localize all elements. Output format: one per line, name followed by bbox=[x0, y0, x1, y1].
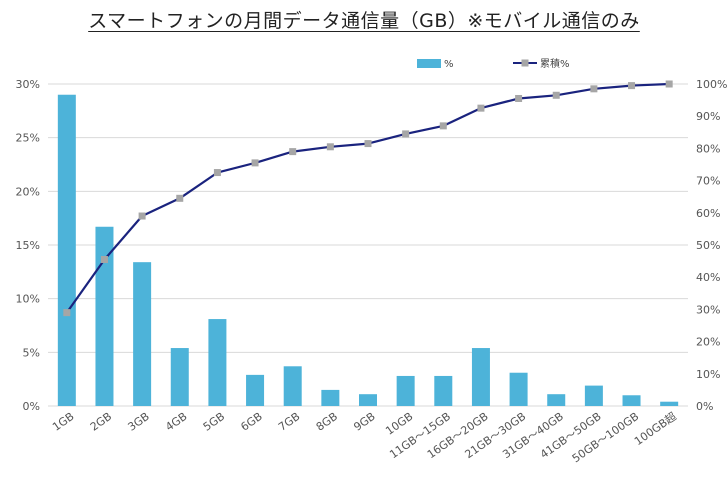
category-label: 5GB bbox=[201, 410, 227, 434]
bar-series bbox=[57, 94, 679, 406]
bar bbox=[208, 319, 227, 406]
right-axis-tick-label: 0% bbox=[696, 400, 713, 413]
bar bbox=[471, 348, 490, 406]
bar bbox=[321, 389, 340, 406]
bar bbox=[170, 348, 189, 406]
bar bbox=[547, 394, 566, 406]
legend: % 累積% bbox=[417, 57, 570, 70]
line-point bbox=[477, 104, 485, 112]
category-label: 4GB bbox=[163, 410, 189, 434]
line-point bbox=[439, 122, 447, 130]
line-point bbox=[176, 194, 184, 202]
right-axis-tick-label: 10% bbox=[696, 368, 720, 381]
line-point bbox=[100, 255, 108, 263]
category-label: 2GB bbox=[88, 410, 114, 434]
right-axis-tick-label: 50% bbox=[696, 239, 720, 252]
right-axis-tick-label: 100% bbox=[696, 78, 727, 91]
category-label: 100GB超 bbox=[631, 409, 678, 448]
left-axis-tick-label: 25% bbox=[16, 132, 40, 145]
right-axis-tick-label: 80% bbox=[696, 142, 720, 155]
left-axis-tick-label: 20% bbox=[16, 185, 40, 198]
category-label: 50GB～100GB bbox=[570, 410, 641, 465]
bar bbox=[57, 94, 76, 406]
bar bbox=[95, 226, 114, 406]
line-point bbox=[628, 82, 636, 90]
line-point bbox=[552, 91, 560, 99]
cumulative-line bbox=[65, 82, 670, 314]
line-point bbox=[213, 169, 221, 177]
line-point bbox=[251, 159, 259, 167]
right-axis-tick-label: 90% bbox=[696, 110, 720, 123]
left-axis-tick-label: 30% bbox=[16, 78, 40, 91]
category-label: 1GB bbox=[50, 410, 76, 434]
chart-title: スマートフォンの月間データ通信量（GB）※モバイル通信のみ bbox=[88, 10, 640, 32]
bar bbox=[246, 374, 265, 406]
right-axis-tick-label: 20% bbox=[696, 336, 720, 349]
bar bbox=[660, 401, 679, 406]
bar bbox=[396, 375, 415, 406]
left-axis-tick-label: 10% bbox=[16, 293, 40, 306]
line-point bbox=[364, 140, 372, 148]
right-axis-tick-label: 70% bbox=[696, 175, 720, 188]
line-point bbox=[665, 80, 673, 88]
left-axis-ticks: 0% 5% 10% 15% 20% 25% 30% bbox=[16, 78, 40, 413]
right-axis-tick-label: 60% bbox=[696, 207, 720, 220]
category-label: 7GB bbox=[276, 410, 302, 434]
bar bbox=[283, 366, 302, 406]
line-point bbox=[326, 143, 334, 151]
right-axis-ticks: 0% 10% 20% 30% 40% 50% 60% 70% 80% 90% 100% bbox=[696, 78, 727, 413]
cumulative-line-series bbox=[63, 80, 673, 317]
left-axis-tick-label: 0% bbox=[23, 400, 40, 413]
bar bbox=[584, 385, 603, 406]
left-axis-tick-label: 15% bbox=[16, 239, 40, 252]
bar bbox=[434, 375, 453, 406]
line-point bbox=[402, 130, 410, 138]
bar bbox=[509, 372, 528, 406]
bar bbox=[622, 395, 641, 406]
category-label: 8GB bbox=[314, 410, 340, 434]
legend-label-bar: % bbox=[444, 59, 454, 70]
line-point bbox=[289, 148, 297, 156]
line-point bbox=[590, 85, 598, 93]
right-axis-tick-label: 40% bbox=[696, 271, 720, 284]
category-label: 9GB bbox=[351, 410, 377, 434]
bar bbox=[133, 262, 152, 406]
category-label: 3GB bbox=[125, 410, 151, 434]
category-axis-labels: 1GB 2GB 3GB 4GB 5GB 6GB 7GB 8GB 9GB 10GB11GB～15GB… bbox=[50, 409, 679, 465]
legend-label-line: 累積% bbox=[540, 57, 570, 70]
line-point bbox=[63, 309, 71, 317]
right-axis-tick-label: 30% bbox=[696, 303, 720, 316]
line-point bbox=[138, 212, 146, 220]
legend-swatch-bar bbox=[417, 59, 441, 68]
legend-swatch-marker bbox=[521, 59, 529, 67]
left-axis-tick-label: 5% bbox=[23, 346, 40, 359]
bar bbox=[359, 394, 377, 406]
line-point bbox=[515, 94, 523, 102]
category-label: 6GB bbox=[238, 410, 264, 434]
